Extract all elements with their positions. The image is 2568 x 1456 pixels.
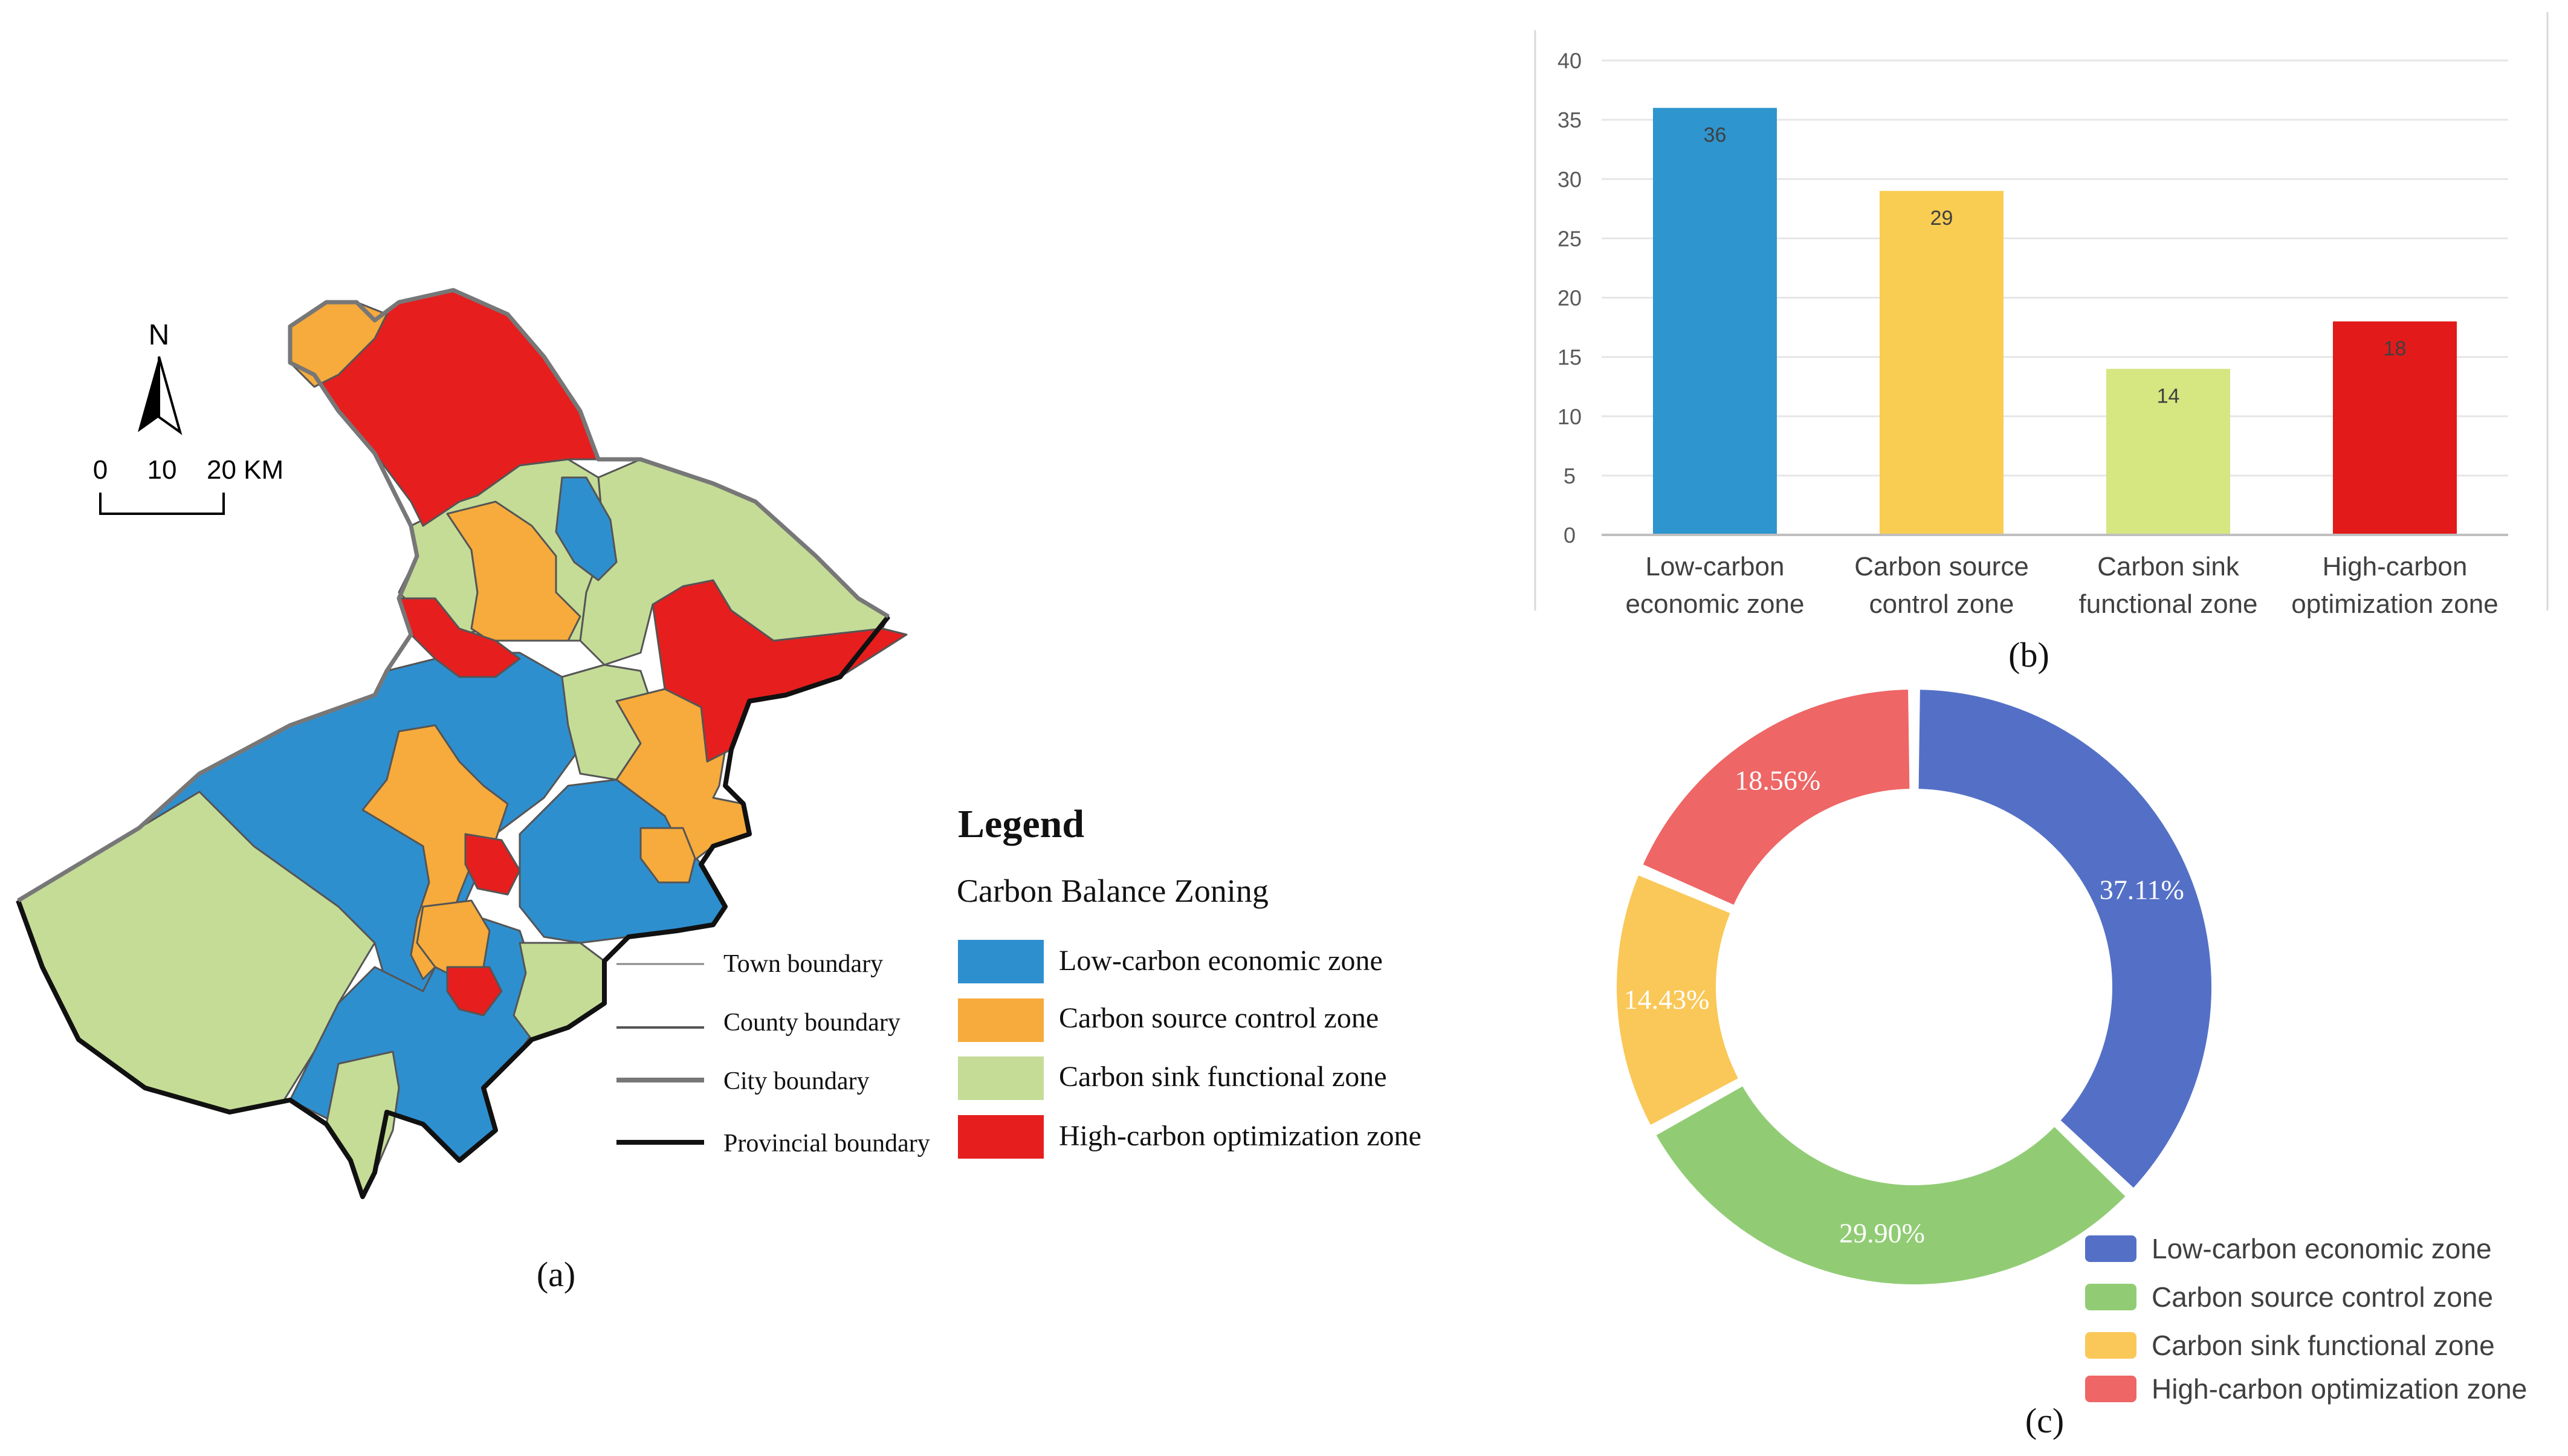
donut-value-label: 14.43% — [1624, 984, 1710, 1015]
map-zone-source-east-small — [639, 827, 696, 884]
bar-category-label: economic zone — [1626, 589, 1805, 619]
panel-label-a: (a) — [537, 1255, 575, 1294]
donut-legend-swatch — [2085, 1332, 2136, 1359]
map-zone-high-central — [464, 833, 521, 896]
bar-value-label: 36 — [1704, 124, 1727, 147]
bar-category-label: Low-carbon — [1646, 552, 1785, 581]
north-arrow: N — [138, 319, 183, 435]
scale-tick-10: 10 — [147, 455, 177, 485]
bar-ytick-label: 35 — [1557, 108, 1582, 132]
donut-slice-3 — [1613, 870, 1743, 1130]
provincial-boundary-outline — [16, 615, 891, 1199]
north-arrow-icon — [138, 357, 159, 432]
bar-category-label: High-carbon — [2323, 552, 2468, 581]
legend-label-high: High-carbon optimization zone — [1059, 1120, 1421, 1152]
legend-swatch-high — [958, 1115, 1044, 1159]
zoning-legend: Legend Carbon Balance Zoning Low-carbon … — [957, 802, 1421, 1159]
legend-subtitle: Carbon Balance Zoning — [957, 873, 1269, 909]
bar-2 — [1880, 190, 2004, 535]
bar-ytick-label: 40 — [1557, 48, 1582, 73]
donut-legend-label: Low-carbon economic zone — [2152, 1233, 2492, 1264]
bar-value-label: 14 — [2157, 384, 2180, 407]
donut-slice-4 — [1638, 686, 1913, 910]
map-zone-high-south — [446, 966, 503, 1017]
legend-label-sink: Carbon sink functional zone — [1059, 1061, 1387, 1093]
bar-value-label: 18 — [2384, 337, 2407, 360]
scale-bar-line — [99, 493, 225, 515]
scale-tick-0: 0 — [93, 455, 108, 485]
bar-1 — [1653, 108, 1777, 535]
map-zone-low-carbon-north — [555, 476, 618, 581]
legend-swatch-low-carbon — [958, 940, 1044, 983]
donut-value-label: 29.90% — [1839, 1218, 1925, 1249]
provincial-boundary-label: Provincial boundary — [723, 1130, 930, 1157]
donut-value-label: 18.56% — [1735, 765, 1820, 796]
legend-label-source: Carbon source control zone — [1059, 1002, 1379, 1034]
bar-category-label: Carbon source — [1854, 552, 2029, 581]
city-boundary-label: City boundary — [723, 1067, 869, 1095]
panel-label-b: (b) — [2008, 635, 2049, 675]
bar-ytick-label: 15 — [1557, 345, 1582, 370]
donut-slice-1 — [1915, 686, 2215, 1193]
donut-legend-label: Carbon source control zone — [2152, 1281, 2493, 1313]
scale-bar: 0 10 20 KM — [93, 455, 283, 515]
panel-label-c: (c) — [2025, 1401, 2064, 1440]
bar-category-label: Carbon sink — [2097, 552, 2240, 581]
bar-ytick-label: 30 — [1557, 167, 1582, 192]
legend-label-low-carbon: Low-carbon economic zone — [1059, 945, 1383, 977]
north-label: N — [149, 319, 170, 351]
map-zone-source-north — [446, 500, 581, 642]
donut-legend-swatch — [2085, 1235, 2136, 1262]
county-boundary-label: County boundary — [723, 1009, 901, 1037]
bar-ytick-label: 10 — [1557, 404, 1582, 429]
donut-slice-2 — [1651, 1081, 2130, 1288]
legend-swatch-sink — [958, 1056, 1044, 1100]
bar-4 — [2333, 321, 2457, 535]
donut-legend-swatch — [2085, 1376, 2136, 1402]
bar-ytick-label: 25 — [1557, 226, 1582, 251]
scale-tick-20: 20 KM — [207, 455, 283, 485]
bar-value-label: 29 — [1930, 207, 1953, 230]
legend-swatch-source — [958, 998, 1044, 1042]
legend-title: Legend — [958, 802, 1084, 846]
town-boundary-label: Town boundary — [723, 950, 883, 978]
donut-legend-label: High-carbon optimization zone — [2152, 1373, 2527, 1405]
map-zone-high-west-middle — [398, 597, 521, 678]
city-boundary-outline — [17, 288, 890, 903]
boundary-legend: Town boundary County boundary City bound… — [616, 950, 930, 1157]
bar-category-label: control zone — [1869, 589, 2014, 619]
bar-category-label: optimization zone — [2291, 589, 2498, 619]
donut-value-label: 37.11% — [2100, 874, 2184, 905]
bar-ytick-label: 20 — [1557, 286, 1582, 311]
bar-category-label: functional zone — [2079, 589, 2258, 619]
bar-ytick-label: 0 — [1564, 523, 1576, 548]
north-arrow-right-icon — [158, 356, 183, 435]
donut-legend-swatch — [2085, 1284, 2136, 1310]
bar-ytick-label: 5 — [1564, 464, 1576, 488]
bar-3 — [2106, 369, 2230, 535]
donut-legend-label: Carbon sink functional zone — [2152, 1330, 2495, 1361]
